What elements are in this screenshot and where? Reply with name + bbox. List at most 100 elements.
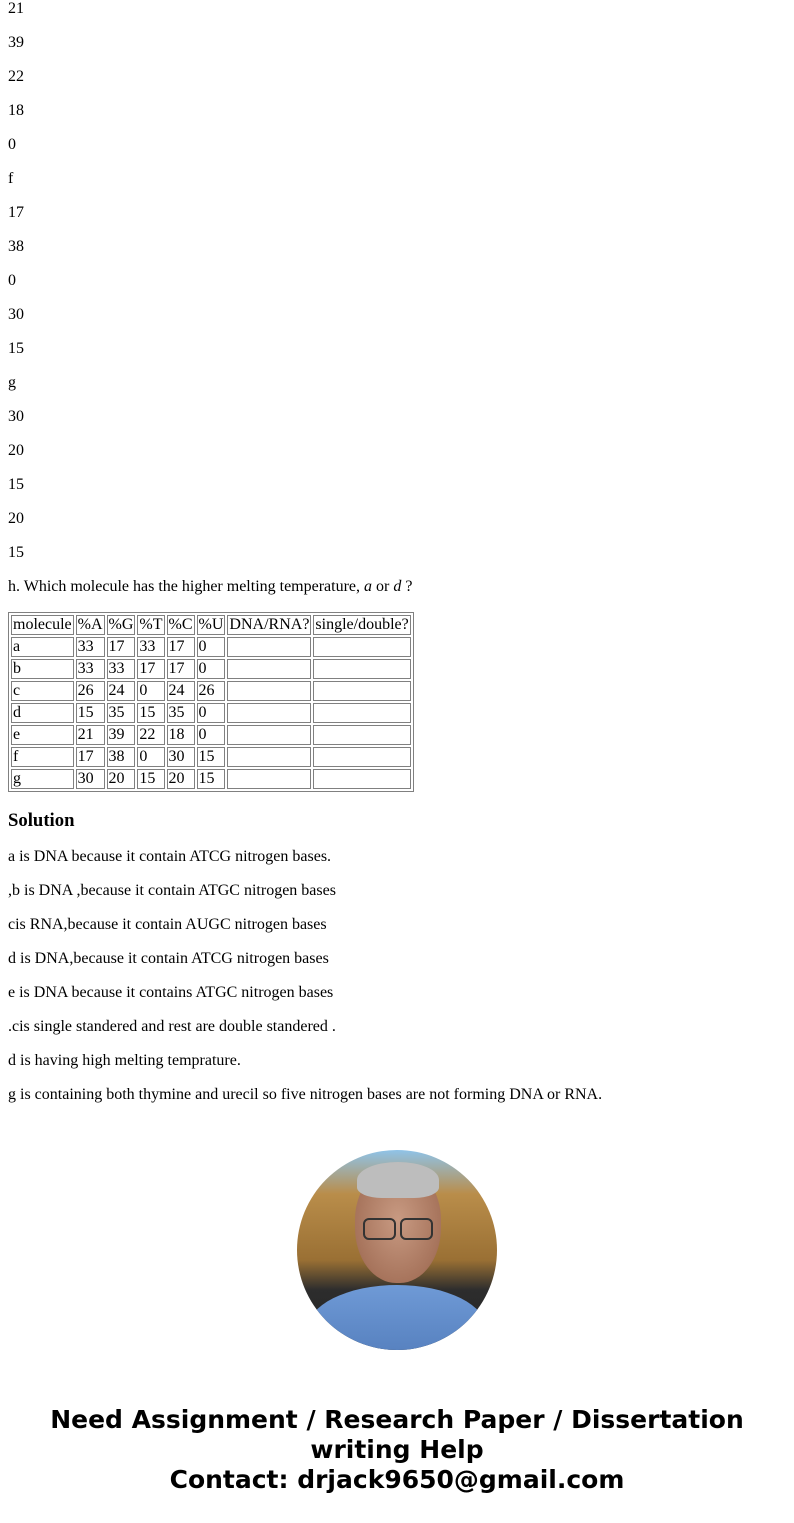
column-header: DNA/RNA? <box>227 615 312 635</box>
table-cell: 33 <box>137 637 165 657</box>
contact-banner: Need Assignment / Research Paper / Disse… <box>8 1405 786 1495</box>
table-cell <box>313 769 411 789</box>
solution-line: d is having high melting temprature. <box>8 1052 241 1069</box>
table-cell: d <box>11 703 74 723</box>
value-item: 15 <box>8 340 24 357</box>
author-photo-container <box>8 1150 786 1355</box>
table-cell: 33 <box>75 659 105 679</box>
value-item: g <box>8 374 16 391</box>
table-cell: 15 <box>196 769 226 789</box>
solution-line: g is containing both thymine and urecil … <box>8 1086 603 1103</box>
value-item: 20 <box>8 442 24 459</box>
table-cell: 0 <box>137 681 165 701</box>
value-item: 15 <box>8 544 24 561</box>
table-cell <box>313 703 411 723</box>
table-cell: 33 <box>75 637 105 657</box>
table-cell: b <box>11 659 74 679</box>
table-cell: 17 <box>166 659 195 679</box>
table-cell: 15 <box>137 769 165 789</box>
table-cell: 35 <box>166 703 195 723</box>
value-item: 39 <box>8 34 24 51</box>
banner-line: Need Assignment / Research Paper / Disse… <box>50 1405 744 1434</box>
value-item: 22 <box>8 68 24 85</box>
value-list: 21 39 22 18 0 f 17 38 0 30 15 g 30 20 15 20 15 <box>8 0 786 562</box>
author-photo <box>297 1150 497 1350</box>
table-cell <box>227 681 312 701</box>
table-cell <box>313 747 411 767</box>
solution-line: ,b is DNA ,because it contain ATGC nitro… <box>8 882 336 899</box>
table-cell <box>227 747 312 767</box>
table-cell <box>227 703 312 723</box>
molecule-table: molecule %A %G %T %C %U DNA/RNA? single/double?… <box>8 612 414 792</box>
table-cell: 17 <box>137 659 165 679</box>
column-header: %A <box>75 615 105 635</box>
question-text: or <box>372 578 394 595</box>
column-header: %U <box>196 615 226 635</box>
table-cell: 24 <box>106 681 136 701</box>
option-a: a <box>364 578 373 595</box>
table-row: c 26 24 0 24 26 <box>11 681 411 701</box>
table-row: e 21 39 22 18 0 <box>11 725 411 745</box>
value-item: 15 <box>8 476 24 493</box>
value-item: 30 <box>8 408 24 425</box>
table-cell: 0 <box>137 747 165 767</box>
table-cell: 20 <box>106 769 136 789</box>
value-item: 0 <box>8 136 16 153</box>
value-item: 18 <box>8 102 24 119</box>
table-cell: 30 <box>166 747 195 767</box>
value-item: 38 <box>8 238 24 255</box>
value-item: f <box>8 170 14 187</box>
table-row: d 15 35 15 35 0 <box>11 703 411 723</box>
table-cell <box>227 769 312 789</box>
value-item: 30 <box>8 306 24 323</box>
table-cell: 26 <box>75 681 105 701</box>
solution-line: cis RNA,because it contain AUGC nitrogen… <box>8 916 327 933</box>
table-cell: a <box>11 637 74 657</box>
table-cell: 20 <box>166 769 195 789</box>
table-cell <box>227 725 312 745</box>
solution-line: d is DNA,because it contain ATCG nitroge… <box>8 950 329 967</box>
column-header: %C <box>166 615 195 635</box>
banner-line: writing Help <box>310 1435 484 1464</box>
solution-line: .cis single standered and rest are doubl… <box>8 1018 336 1035</box>
table-cell: 39 <box>106 725 136 745</box>
question-text: ? <box>401 578 413 595</box>
table-cell: 38 <box>106 747 136 767</box>
table-cell: 24 <box>166 681 195 701</box>
table-cell: 15 <box>75 703 105 723</box>
value-item: 0 <box>8 272 16 289</box>
column-header: %T <box>137 615 165 635</box>
table-cell: g <box>11 769 74 789</box>
table-cell: 33 <box>106 659 136 679</box>
table-cell: 35 <box>106 703 136 723</box>
value-item: 21 <box>8 0 24 17</box>
table-cell <box>313 681 411 701</box>
column-header: molecule <box>11 615 74 635</box>
contact-email[interactable]: Contact: drjack9650@gmail.com <box>169 1465 625 1494</box>
table-cell: c <box>11 681 74 701</box>
photo-hair <box>357 1162 439 1198</box>
table-cell: 30 <box>75 769 105 789</box>
table-cell: 0 <box>196 637 226 657</box>
solution-body: a is DNA because it contain ATCG nitroge… <box>8 848 786 1104</box>
table-cell: 22 <box>137 725 165 745</box>
column-header: single/double? <box>313 615 411 635</box>
table-cell <box>227 637 312 657</box>
solution-line: e is DNA because it contains ATGC nitrog… <box>8 984 334 1001</box>
table-cell: 17 <box>106 637 136 657</box>
table-cell: 21 <box>75 725 105 745</box>
table-cell: 0 <box>196 659 226 679</box>
solution-line: a is DNA because it contain ATCG nitroge… <box>8 848 332 865</box>
glasses-icon <box>363 1218 433 1240</box>
table-cell <box>313 659 411 679</box>
photo-shirt <box>307 1285 487 1350</box>
table-row: a 33 17 33 17 0 <box>11 637 411 657</box>
value-item: 20 <box>8 510 24 527</box>
table-header-row: molecule %A %G %T %C %U DNA/RNA? single/double? <box>11 615 411 635</box>
solution-heading: Solution <box>8 810 75 831</box>
table-cell: 17 <box>75 747 105 767</box>
table-cell: 0 <box>196 725 226 745</box>
table-cell: 15 <box>137 703 165 723</box>
table-cell <box>313 725 411 745</box>
